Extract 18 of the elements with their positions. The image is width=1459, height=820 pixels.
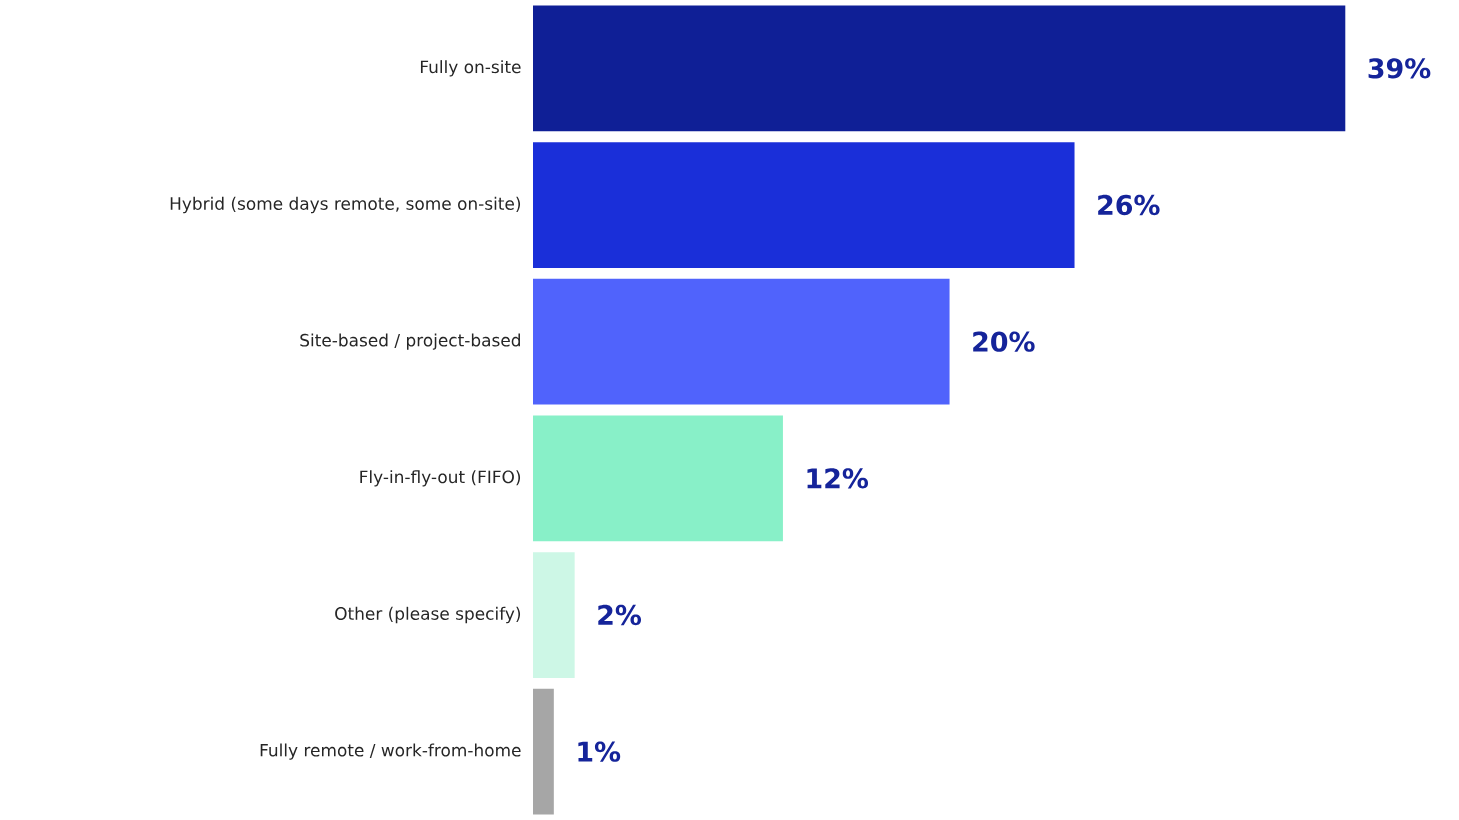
y-tick-label: Fly-in-fly-out (FIFO) xyxy=(360,470,521,487)
bar xyxy=(533,278,950,405)
data-label: 39% xyxy=(1368,58,1431,79)
y-tick-label: Fully on-site xyxy=(420,60,521,77)
data-label: 1% xyxy=(578,741,621,762)
data-label: 20% xyxy=(973,331,1035,352)
bar xyxy=(533,142,1075,268)
y-tick-label: Other (please specify) xyxy=(335,606,521,624)
y-tick-label: Fully remote / work-from-home xyxy=(260,743,521,760)
data-label: 26% xyxy=(1098,194,1160,216)
data-label: 2% xyxy=(598,604,642,626)
bar xyxy=(533,415,783,542)
bar xyxy=(533,552,575,678)
y-tick-label: Hybrid (some days remote, some on-site) xyxy=(170,196,521,214)
bar xyxy=(533,688,554,815)
y-tick-label: Site-based / project-based xyxy=(300,333,520,350)
bar xyxy=(533,5,1346,132)
data-label: 12% xyxy=(807,468,869,489)
